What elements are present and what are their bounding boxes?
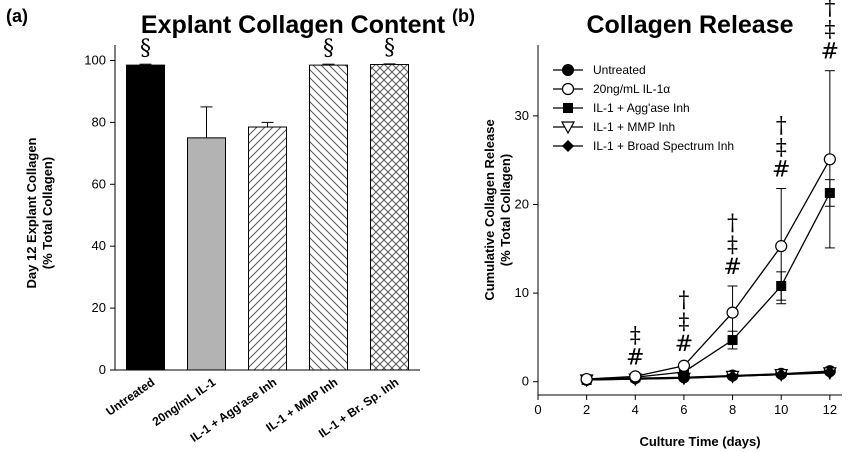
panel-b-series-line [586, 370, 830, 381]
panel-b-significance-mark: † [824, 0, 835, 21]
panel-a-bar [370, 64, 409, 371]
panel-b-significance-mark: ‡ [824, 18, 835, 43]
panel-b-point [775, 240, 788, 253]
panel-a-label: (a) [6, 6, 28, 26]
panel-b-point [678, 366, 689, 377]
panel-b-legend-label: IL-1 + Agg'ase Inh [593, 101, 690, 115]
panel-b-significance-mark: ‡ [727, 233, 738, 258]
panel-b-significance-mark: # [723, 255, 741, 280]
panel-a-ytick-label: 40 [92, 238, 106, 253]
panel-b-point [775, 368, 788, 381]
panel-b-ylabel: Cumulative Collagen Release (% Total Col… [482, 119, 513, 300]
panel-b-legend-label: IL-1 + Broad Spectrum Inh [593, 139, 734, 153]
panel-b-point [677, 359, 691, 372]
panel-b-xtick-label: 0 [534, 402, 541, 417]
panel-b-legend: Untreated 20ng/mL IL-1α IL-1 + Agg'ase Inh… [553, 63, 734, 153]
panel-a-title: Explant Collagen Content [141, 11, 446, 39]
panel-b-point [823, 365, 836, 378]
panel-b-title: Collagen Release [586, 11, 793, 39]
panel-b-point [629, 370, 642, 383]
panel-b-xtick-label: 6 [680, 402, 687, 417]
panel-b-point [561, 82, 575, 96]
panel-b-label: (b) [452, 6, 475, 26]
panel-b-ylabel-line2: (% Total Collagen) [498, 154, 513, 266]
panel-b-ytick-label: 10 [515, 285, 529, 300]
panel-a-ylabel-line2: (% Total Collagen) [40, 157, 55, 269]
panel-b-xlabel: Culture Time (days) [639, 434, 760, 449]
panel-a-ylabel-line1: Day 12 Explant Collagen [24, 137, 39, 288]
panel-b-xtick-label: 2 [583, 402, 590, 417]
panel-b-significance-mark: † [727, 211, 738, 236]
panel-b-point [823, 153, 836, 166]
panel-b-ytick-label: 20 [515, 196, 529, 211]
panel-a-bar [248, 126, 287, 371]
panel-b-significance-mark: ‡ [678, 310, 689, 335]
panel-b-point [580, 372, 593, 386]
panel-b-ylabel-line1: Cumulative Collagen Release [482, 119, 497, 300]
panel-b-xtick-label: 4 [632, 402, 639, 417]
panel-b-significance-mark: † [678, 288, 689, 313]
panel-b-significance-mark: † [776, 114, 787, 139]
panel-a-ytick-label: 20 [92, 300, 106, 315]
panel-a-bar [126, 64, 165, 371]
panel-a-ylabel: Day 12 Explant Collagen (% Total Collage… [24, 137, 55, 288]
panel-b-series-line [586, 192, 831, 381]
panel-b-series-line [586, 158, 831, 380]
panel-a-significance-mark: § [140, 36, 151, 61]
panel-b-xtick-label: 10 [774, 402, 788, 417]
panel-b-significance-mark: # [821, 40, 839, 65]
panel-b-significance-mark: ‡ [776, 136, 787, 161]
panel-b-significance-mark: ‡ [630, 323, 641, 348]
panel-a-ytick-label: 100 [84, 52, 106, 67]
panel-a-ytick-label: 0 [99, 362, 106, 377]
panel-b-ytick-label: 30 [515, 108, 529, 123]
panel-a-ytick-label: 80 [92, 114, 106, 129]
panel-a-bar [309, 64, 348, 371]
panel-a-significance-mark: § [384, 36, 395, 61]
panel-b-point [726, 370, 739, 383]
panel-b-xtick-label: 8 [729, 402, 736, 417]
panel-b-ytick-label: 0 [522, 374, 529, 389]
panel-b-significance-mark: # [675, 332, 693, 357]
panel-b-significance-mark: # [772, 158, 790, 183]
panel-b-point [726, 306, 739, 319]
panel-b-point [727, 335, 738, 346]
panel-b-legend-label: 20ng/mL IL-1α [593, 82, 670, 96]
panel-b-point [563, 103, 573, 113]
panel-a-significance-mark: § [323, 36, 334, 61]
panel-b-series-line [586, 371, 830, 381]
panel-a-bar [187, 137, 226, 371]
panel-b-xtick-label: 12 [823, 402, 837, 417]
panel-b-legend-label: IL-1 + MMP Inh [593, 120, 675, 134]
panel-a-category-label: Untreated [103, 375, 157, 419]
panel-b-significance-mark: # [626, 345, 644, 370]
panel-b-legend-label: Untreated [593, 63, 646, 77]
panel-b-point [560, 121, 576, 135]
panel-b-point [562, 140, 574, 152]
panel-a-ytick-label: 60 [92, 176, 106, 191]
panel-b-point [562, 64, 574, 76]
